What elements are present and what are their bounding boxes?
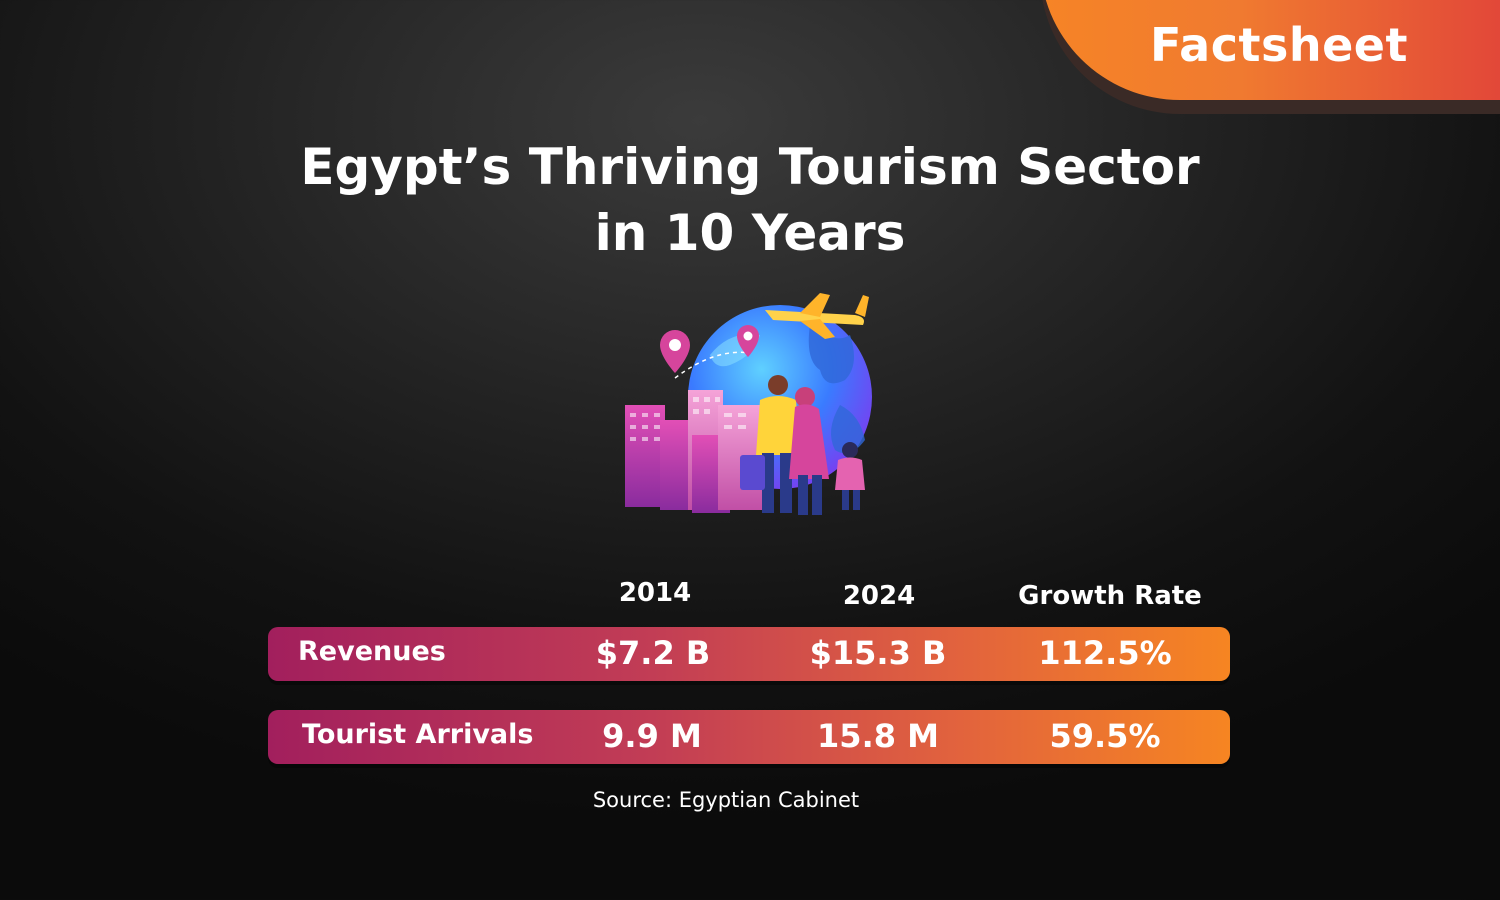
page-title-line-2: in 10 Years: [594, 204, 906, 262]
tourist-family-icon: [740, 375, 865, 515]
buildings-icon: [625, 390, 763, 513]
table-row-tourist-arrivals: Tourist Arrivals 9.9 M 15.8 M 59.5%: [268, 710, 1230, 764]
row-value-2014: 9.9 M: [602, 717, 702, 755]
source-note: Source: Egyptian Cabinet: [592, 788, 860, 812]
row-label: Revenues: [298, 636, 446, 667]
page-title-line-1: Egypt’s Thriving Tourism Sector: [300, 138, 1200, 196]
location-pin-icon: [660, 325, 759, 373]
row-value-growth-rate: 112.5%: [1038, 634, 1172, 672]
column-header-growth-rate: Growth Rate: [1018, 581, 1202, 611]
row-label: Tourist Arrivals: [302, 719, 534, 750]
row-value-2014: $7.2 B: [595, 634, 711, 672]
row-value-growth-rate: 59.5%: [1049, 717, 1161, 755]
page-title: Egypt’s Thriving Tourism Sector in 10 Ye…: [0, 134, 1500, 266]
factsheet-badge: [1040, 0, 1500, 100]
column-header-2014: 2014: [618, 578, 692, 608]
airplane-icon: [765, 293, 869, 339]
row-value-2024: $15.3 B: [809, 634, 947, 672]
factsheet-badge-label: Factsheet: [1149, 18, 1408, 72]
row-value-2024: 15.8 M: [817, 717, 939, 755]
column-header-2024: 2024: [842, 581, 916, 611]
table-row-revenues: Revenues $7.2 B $15.3 B 112.5%: [268, 627, 1230, 681]
tourism-illustration: [625, 293, 872, 515]
